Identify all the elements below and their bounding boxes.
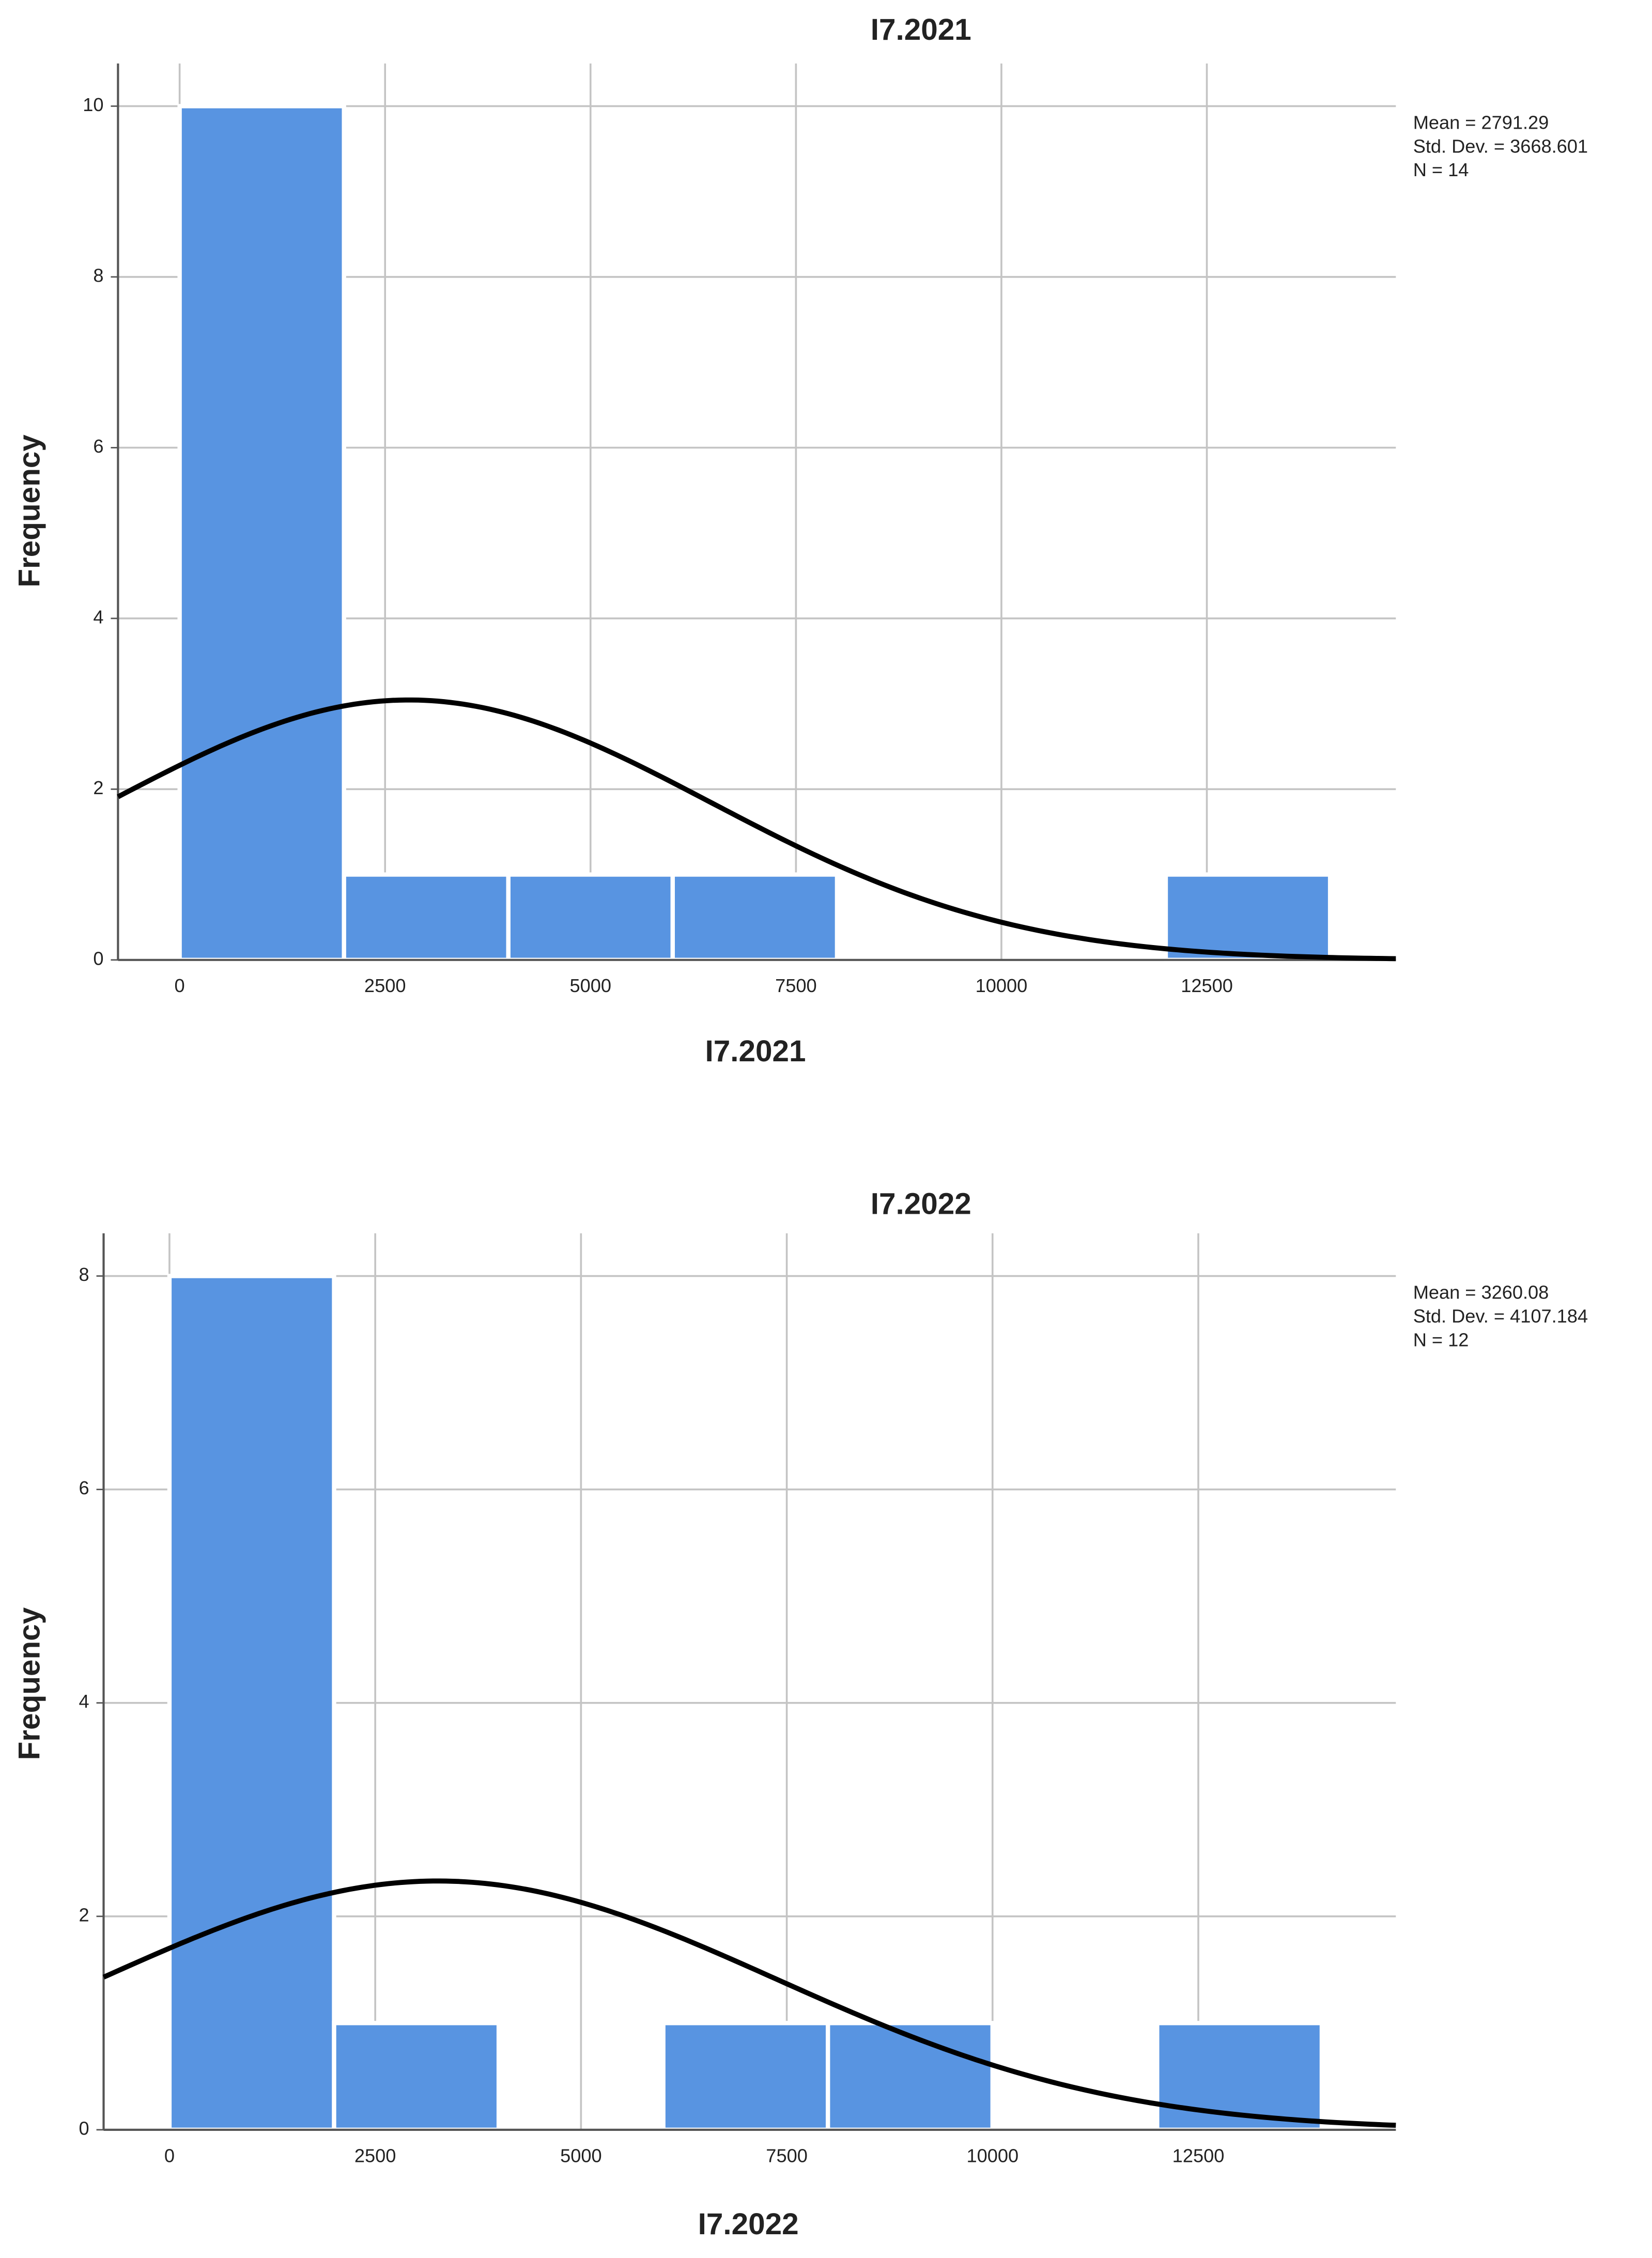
stat-annotation: Mean = 3260.08 — [1413, 1281, 1549, 1303]
x-axis-label: I7.2021 — [705, 1034, 806, 1068]
x-tick-label: 5000 — [570, 975, 612, 996]
x-tick-label: 2500 — [354, 2145, 396, 2166]
x-tick-label: 10000 — [976, 975, 1028, 996]
y-tick-label: 2 — [79, 1904, 89, 1925]
bar — [1155, 2021, 1324, 2132]
stat-annotation: Std. Dev. = 4107.184 — [1413, 1305, 1588, 1326]
bar — [506, 872, 675, 962]
y-axis-label: Frequency — [13, 1607, 47, 1760]
y-tick-label: 8 — [93, 265, 103, 286]
y-tick-label: 4 — [79, 1691, 89, 1712]
y-tick-label: 0 — [79, 2117, 89, 2139]
y-tick-label: 6 — [93, 436, 103, 457]
bar — [661, 2021, 830, 2132]
bar — [332, 2021, 501, 2132]
x-tick-label: 12500 — [1172, 2145, 1225, 2166]
bar — [826, 2021, 995, 2132]
x-tick-label: 5000 — [560, 2145, 602, 2166]
bar — [670, 872, 840, 962]
y-axis-label: Frequency — [13, 435, 47, 587]
x-tick-label: 7500 — [775, 975, 817, 996]
normal-curve — [102, 1878, 1396, 2128]
stat-annotation: N = 12 — [1413, 1329, 1469, 1350]
bar — [1163, 872, 1333, 962]
y-tick-label: 0 — [93, 948, 103, 969]
chart-title: I7.2021 — [871, 13, 971, 47]
x-axis-label: I7.2022 — [698, 2207, 799, 2241]
bar — [342, 872, 511, 962]
x-tick-label: 7500 — [766, 2145, 808, 2166]
bar — [177, 104, 346, 962]
x-tick-label: 10000 — [966, 2145, 1018, 2166]
x-tick-label: 0 — [164, 2145, 175, 2166]
stat-annotation: Mean = 2791.29 — [1413, 112, 1549, 133]
y-tick-label: 2 — [93, 777, 103, 798]
y-tick-label: 10 — [83, 94, 103, 115]
x-tick-label: 2500 — [364, 975, 406, 996]
normal-curve — [117, 697, 1396, 962]
x-tick-label: 12500 — [1181, 975, 1233, 996]
chart-title: I7.2022 — [871, 1187, 971, 1220]
stat-annotation: Std. Dev. = 3668.601 — [1413, 135, 1588, 157]
x-tick-label: 0 — [175, 975, 185, 996]
y-tick-label: 6 — [79, 1477, 89, 1498]
stat-annotation: N = 14 — [1413, 159, 1469, 180]
y-tick-label: 4 — [93, 606, 103, 627]
bar — [167, 1274, 336, 2132]
y-tick-label: 8 — [79, 1264, 89, 1285]
